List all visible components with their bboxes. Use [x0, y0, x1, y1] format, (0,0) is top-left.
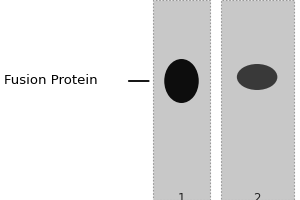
Bar	[153, 0, 210, 200]
Ellipse shape	[237, 64, 278, 90]
Ellipse shape	[164, 59, 199, 103]
Text: Fusion Protein: Fusion Protein	[4, 74, 98, 88]
Bar	[220, 0, 294, 200]
Text: 1: 1	[178, 192, 185, 200]
Text: 2: 2	[254, 192, 261, 200]
